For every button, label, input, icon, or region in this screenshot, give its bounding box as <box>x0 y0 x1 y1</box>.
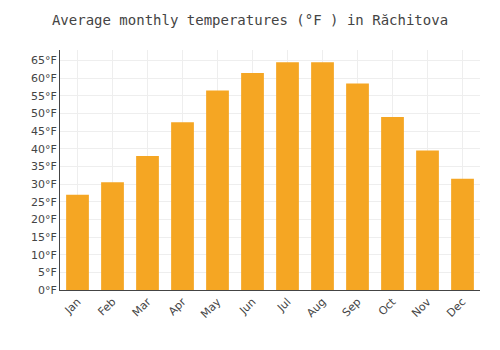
svg-text:Mar: Mar <box>130 295 154 319</box>
svg-text:Oct: Oct <box>376 295 399 318</box>
svg-text:May: May <box>198 295 224 321</box>
svg-text:Average monthly temperatures (: Average monthly temperatures (°F ) in Ră… <box>52 12 448 28</box>
svg-text:15°F: 15°F <box>31 231 57 244</box>
svg-text:Aug: Aug <box>304 296 328 320</box>
svg-text:65°F: 65°F <box>31 54 57 67</box>
svg-text:Jun: Jun <box>236 295 258 317</box>
svg-text:Dec: Dec <box>444 296 468 320</box>
svg-text:5°F: 5°F <box>38 266 57 279</box>
svg-text:Jul: Jul <box>274 296 293 315</box>
svg-text:35°F: 35°F <box>31 160 57 173</box>
svg-text:55°F: 55°F <box>31 90 57 103</box>
svg-text:40°F: 40°F <box>31 143 57 156</box>
svg-text:45°F: 45°F <box>31 125 57 138</box>
svg-text:Feb: Feb <box>96 296 119 319</box>
svg-text:60°F: 60°F <box>31 72 57 85</box>
svg-text:Nov: Nov <box>409 295 434 320</box>
svg-text:Sep: Sep <box>340 296 364 320</box>
svg-text:10°F: 10°F <box>31 249 57 262</box>
svg-text:0°F: 0°F <box>38 284 57 297</box>
svg-text:25°F: 25°F <box>31 196 57 209</box>
svg-text:50°F: 50°F <box>31 107 57 120</box>
svg-text:30°F: 30°F <box>31 178 57 191</box>
svg-text:Apr: Apr <box>166 295 189 318</box>
svg-text:Jan: Jan <box>62 296 84 318</box>
svg-text:20°F: 20°F <box>31 213 57 226</box>
